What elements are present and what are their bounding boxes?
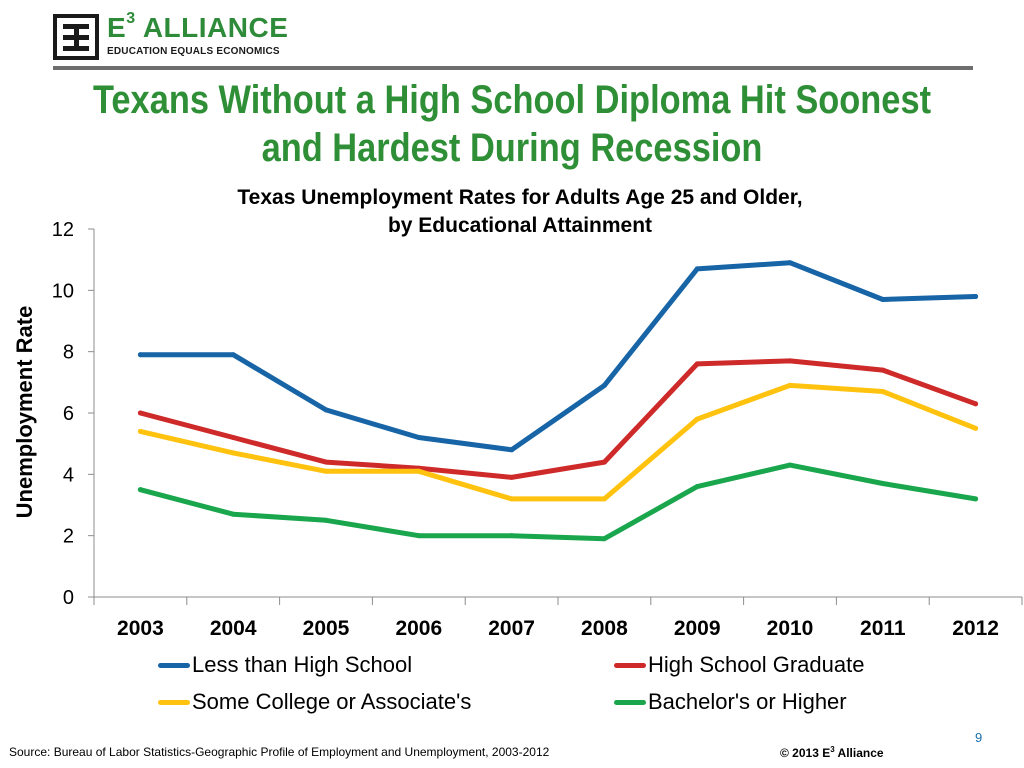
series-line-some-college-or-associate-s (137, 382, 979, 502)
y-tick-label: 10 (52, 280, 74, 302)
copyright-note: © 2013 E3 Alliance (780, 745, 884, 760)
x-tick-label: 2007 (488, 617, 535, 640)
data-point-high-school-graduate (973, 401, 979, 407)
legend-swatch (614, 662, 646, 668)
data-point-less-than-high-school (230, 352, 236, 358)
data-point-high-school-graduate (601, 459, 607, 465)
legend-item-some-college: Some College or Associate's (158, 689, 471, 715)
legend-item-high-school-graduate: High School Graduate (614, 652, 864, 678)
data-point-bachelor-s-or-higher (416, 533, 422, 539)
legend-swatch (614, 699, 646, 705)
series-line-bachelor-s-or-higher (137, 462, 979, 542)
x-tick-label: 2012 (952, 617, 999, 640)
slide-title-line-1: Texans Without a High School Diploma Hit… (92, 78, 932, 122)
y-tick-label: 6 (63, 403, 74, 425)
data-point-some-college-or-associate-s (230, 450, 236, 456)
data-point-some-college-or-associate-s (880, 389, 886, 395)
logo-wordmark: E3 ALLIANCE (107, 10, 289, 43)
chart-title-line-1: Texas Unemployment Rates for Adults Age … (237, 186, 803, 209)
data-point-less-than-high-school (601, 382, 607, 388)
legend-item-bachelors-or-higher: Bachelor's or Higher (614, 689, 847, 715)
data-point-high-school-graduate (137, 410, 143, 416)
data-point-bachelor-s-or-higher (880, 481, 886, 487)
data-point-bachelor-s-or-higher (230, 511, 236, 517)
e3-logo-mark (53, 14, 99, 60)
source-note: Source: Bureau of Labor Statistics-Geogr… (9, 745, 550, 759)
x-tick-label: 2003 (117, 617, 164, 640)
data-point-bachelor-s-or-higher (973, 496, 979, 502)
x-tick-label: 2004 (210, 617, 257, 640)
chart-title-line-2: by Educational Attainment (387, 214, 653, 237)
data-point-high-school-graduate (694, 361, 700, 367)
data-point-less-than-high-school (416, 435, 422, 441)
y-tick-label: 2 (63, 526, 74, 548)
data-point-high-school-graduate (787, 358, 793, 364)
x-tick-label: 2008 (581, 617, 628, 640)
header-divider (53, 66, 973, 70)
data-point-bachelor-s-or-higher (137, 487, 143, 493)
slide-title: Texans Without a High School Diploma Hit… (72, 76, 953, 172)
x-tick-label: 2009 (674, 617, 721, 640)
y-tick-label: 12 (52, 219, 74, 241)
data-point-some-college-or-associate-s (601, 496, 607, 502)
data-point-some-college-or-associate-s (973, 425, 979, 431)
x-tick-label: 2011 (860, 617, 906, 640)
legend-swatch (158, 699, 190, 705)
series-line-high-school-graduate (137, 358, 979, 480)
data-point-bachelor-s-or-higher (787, 462, 793, 468)
data-point-less-than-high-school (509, 447, 515, 453)
data-point-high-school-graduate (880, 367, 886, 373)
data-point-less-than-high-school (323, 407, 329, 413)
y-tick-label: 4 (63, 464, 74, 486)
slide-title-line-2: and Hardest During Recession (261, 126, 763, 170)
data-point-less-than-high-school (137, 352, 143, 358)
data-point-some-college-or-associate-s (323, 468, 329, 474)
legend-swatch (158, 662, 190, 668)
x-tick-label: 2006 (395, 617, 442, 640)
data-point-less-than-high-school (694, 266, 700, 272)
y-tick-label: 8 (63, 342, 74, 364)
page-number: 9 (975, 730, 983, 745)
data-point-some-college-or-associate-s (509, 496, 515, 502)
data-point-less-than-high-school (787, 260, 793, 266)
data-point-some-college-or-associate-s (694, 416, 700, 422)
data-point-high-school-graduate (230, 435, 236, 441)
data-point-high-school-graduate (323, 459, 329, 465)
chart-title: Texas Unemployment Rates for Adults Age … (0, 184, 1024, 240)
data-point-less-than-high-school (880, 297, 886, 303)
y-tick-label: 0 (63, 587, 74, 609)
legend-label: High School Graduate (648, 652, 865, 677)
data-point-high-school-graduate (509, 474, 515, 480)
x-tick-label: 2005 (303, 617, 350, 640)
data-point-less-than-high-school (973, 293, 979, 299)
data-point-bachelor-s-or-higher (601, 536, 607, 542)
data-point-some-college-or-associate-s (137, 428, 143, 434)
legend-label: Less than High School (192, 652, 413, 677)
data-point-bachelor-s-or-higher (509, 533, 515, 539)
legend-item-less-than-high-school: Less than High School (158, 652, 412, 678)
data-point-bachelor-s-or-higher (323, 517, 329, 523)
x-tick-label: 2010 (767, 617, 814, 640)
legend-label: Bachelor's or Higher (648, 689, 847, 714)
series-line-less-than-high-school (137, 260, 979, 453)
legend-label: Some College or Associate's (192, 689, 472, 714)
data-point-bachelor-s-or-higher (694, 484, 700, 490)
data-point-some-college-or-associate-s (787, 382, 793, 388)
data-point-some-college-or-associate-s (416, 468, 422, 474)
logo-tagline: EDUCATION EQUALS ECONOMICS (107, 46, 280, 57)
e3-alliance-logo: E3 ALLIANCE EDUCATION EQUALS ECONOMICS (53, 10, 288, 64)
